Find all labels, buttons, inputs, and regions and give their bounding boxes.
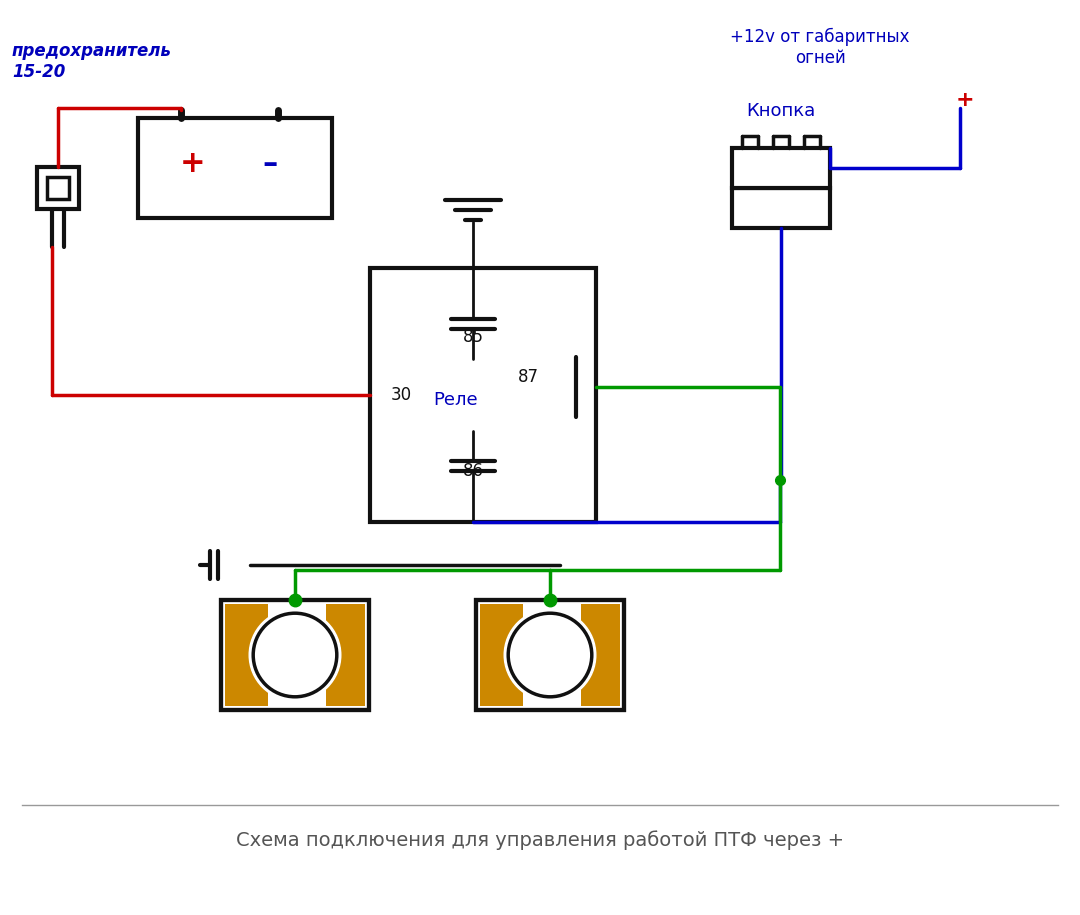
Text: 86: 86 — [462, 462, 484, 480]
Bar — [581, 604, 620, 706]
Text: 87: 87 — [517, 368, 539, 386]
Text: +12v от габаритных
огней: +12v от габаритных огней — [730, 28, 909, 67]
Bar — [476, 600, 624, 710]
Bar — [221, 600, 369, 710]
Text: +: + — [179, 148, 205, 178]
Bar — [225, 604, 268, 706]
Bar — [37, 167, 79, 209]
Bar — [732, 148, 831, 188]
Text: +: + — [956, 90, 974, 110]
Text: Кнопка: Кнопка — [746, 102, 815, 120]
Text: 85: 85 — [462, 328, 484, 346]
Bar — [480, 604, 524, 706]
Bar — [326, 604, 365, 706]
Text: 30: 30 — [391, 386, 413, 404]
Bar — [138, 118, 332, 218]
Text: –: – — [262, 148, 278, 178]
Circle shape — [249, 609, 341, 701]
Bar — [370, 268, 596, 522]
Bar — [221, 600, 369, 710]
Bar — [476, 600, 624, 710]
Text: Реле: Реле — [433, 391, 478, 409]
Text: предохранитель
15-20: предохранитель 15-20 — [12, 42, 172, 81]
Bar — [732, 188, 831, 228]
Bar — [48, 177, 69, 199]
Text: Схема подключения для управления работой ПТФ через +: Схема подключения для управления работой… — [235, 830, 845, 850]
Circle shape — [504, 609, 596, 701]
